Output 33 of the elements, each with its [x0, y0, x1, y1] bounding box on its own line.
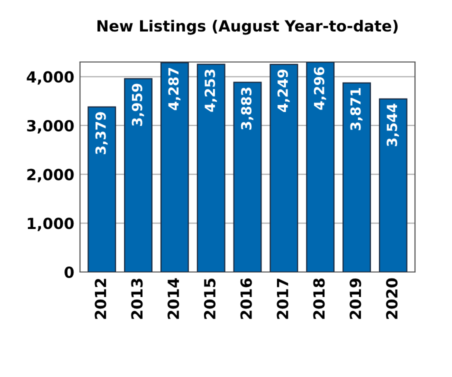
bar: [196, 64, 226, 272]
y-tick-label: 3,000: [27, 120, 74, 134]
data-label: 4,253: [204, 70, 217, 112]
y-tick-label: 2,000: [27, 168, 74, 182]
x-tick-label: 2015: [204, 278, 216, 319]
x-tick-label: 2013: [131, 278, 143, 319]
x-tick-label: 2012: [94, 278, 106, 319]
x-tick-label: 2020: [386, 278, 398, 319]
data-label: 3,871: [350, 88, 363, 130]
x-tick-label: 2018: [313, 278, 325, 319]
x-tick-label: 2016: [240, 278, 252, 319]
data-label: 3,379: [95, 112, 108, 154]
x-tick-label: 2017: [276, 278, 288, 319]
data-label: 4,296: [314, 67, 326, 110]
y-tick-label: 0: [64, 266, 74, 278]
y-tick-label: 1,000: [28, 218, 74, 232]
data-label: 4,287: [168, 68, 180, 110]
y-tick-label: 4,000: [26, 71, 74, 85]
bar: [378, 98, 408, 272]
bar: [88, 106, 116, 272]
bar: [233, 82, 262, 272]
bar: [270, 64, 298, 272]
bar: [124, 78, 152, 272]
data-label: 3,883: [241, 88, 254, 130]
data-label: 3,544: [386, 104, 399, 146]
chart-title: New Listings (August Year-to-date): [97, 20, 398, 35]
bar: [160, 62, 189, 272]
bar: [306, 62, 335, 272]
x-tick-label: 2014: [168, 278, 180, 319]
bar: [342, 82, 371, 272]
x-tick-label: 2019: [350, 278, 362, 319]
data-label: 3,959: [132, 84, 144, 126]
data-label: 4,249: [277, 70, 290, 112]
